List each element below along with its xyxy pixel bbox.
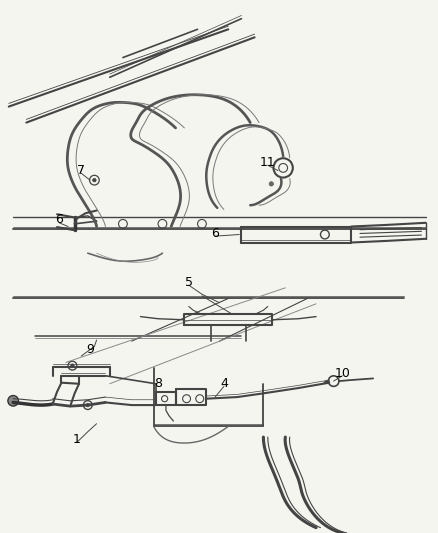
Text: 9: 9 bbox=[86, 343, 94, 356]
Circle shape bbox=[86, 403, 89, 407]
Circle shape bbox=[92, 179, 96, 182]
Circle shape bbox=[268, 182, 273, 186]
Text: 5: 5 bbox=[184, 276, 192, 289]
Text: 4: 4 bbox=[219, 377, 227, 390]
Text: 8: 8 bbox=[154, 377, 162, 390]
Text: 7: 7 bbox=[77, 164, 85, 177]
Text: 10: 10 bbox=[334, 367, 350, 379]
Circle shape bbox=[71, 364, 74, 367]
Text: 11: 11 bbox=[259, 156, 275, 169]
Text: 6: 6 bbox=[211, 227, 219, 240]
Circle shape bbox=[8, 395, 18, 406]
Text: 1: 1 bbox=[73, 433, 81, 446]
Text: 6: 6 bbox=[55, 213, 63, 226]
